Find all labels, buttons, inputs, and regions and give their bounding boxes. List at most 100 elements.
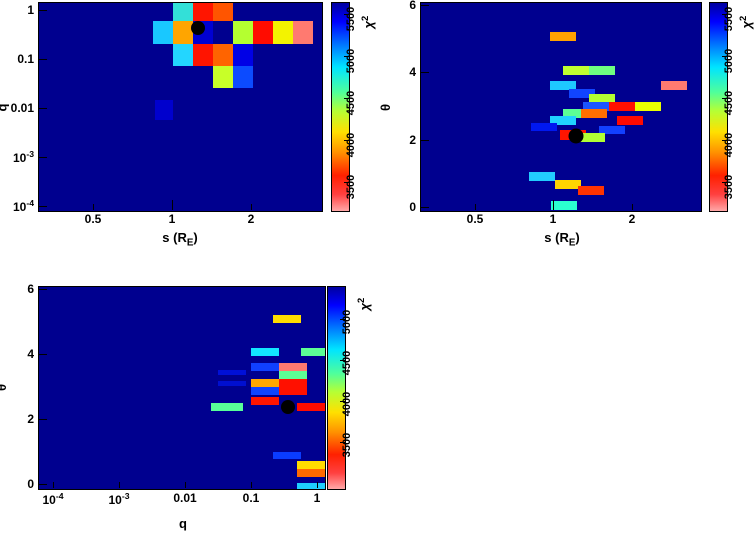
panel3-yticklabel: 0: [27, 477, 34, 491]
panel2-xtick: [553, 200, 554, 210]
panel2-plot-area[interactable]: [420, 2, 702, 212]
panel2-ytick: [420, 207, 429, 208]
panel1-colorbar-label: 5000: [345, 48, 357, 74]
panel3-xticklabel: 10-4: [42, 491, 64, 507]
panel3-ytick: [38, 354, 47, 355]
panel-q-vs-theta: 10-4 10-3 0.01 0.1 1 6 4 2 0 q θ 5000 45…: [0, 282, 380, 537]
panel1-xaxis-label: s (RE): [162, 230, 198, 249]
panel2-colorbar-title: χ2: [737, 15, 754, 29]
panel2-xaxis-label: s (RE): [544, 230, 580, 249]
panel1-yaxis-label: q: [0, 104, 9, 112]
panel1-xtick: [172, 200, 173, 210]
panel1-ytick: [38, 59, 47, 60]
panel1-plot-area[interactable]: [38, 2, 323, 212]
panel1-colorbar-label: 5500: [345, 6, 357, 32]
panel3-colorbar-tick: [340, 401, 345, 402]
panel1-colorbar-tick: [344, 182, 349, 183]
panel2-ytick: [420, 72, 429, 73]
panel3-xtick: [251, 482, 252, 488]
panel1-yticklabel: 0.1: [17, 52, 34, 66]
panel-s-vs-q: 0.5 1 2 1 0.1 0.01 10-3 10-4 s (RE) q 55…: [0, 0, 380, 260]
panel3-xtick: [53, 482, 54, 488]
panel3-xticklabel: 0.01: [173, 491, 197, 505]
panel2-ytick: [420, 5, 429, 6]
panel1-colorbar-tick: [344, 98, 349, 99]
panel2-xticklabel: 0.5: [466, 212, 484, 226]
panel2-colorbar-label: 4000: [723, 132, 735, 158]
panel2-colorbar: [709, 2, 728, 212]
panel3-colorbar-gradient: [328, 287, 345, 489]
panel2-heatmap-cells: [529, 32, 687, 210]
panel2-colorbar-label: 4500: [723, 90, 735, 116]
panel2-colorbar-tick: [722, 182, 727, 183]
panel2-ytick: [420, 140, 429, 141]
panel-s-vs-theta: 0.5 1 2 6 4 2 0 s (RE) θ 5500 5000 4500 …: [378, 0, 754, 260]
panel1-ytick: [38, 157, 47, 158]
panel1-xticklabel: 1: [168, 212, 176, 226]
panel3-xticklabel: 10-3: [108, 491, 130, 507]
panel2-xticklabel: 2: [628, 212, 636, 226]
panel3-colorbar-label: 4500: [341, 350, 353, 376]
panel3-colorbar-label: 5000: [341, 309, 353, 335]
panel3-colorbar: [327, 286, 346, 490]
panel1-colorbar-title: χ2: [359, 15, 377, 29]
panel2-xtick: [632, 204, 633, 210]
panel2-yaxis-label: θ: [378, 103, 394, 112]
panel2-colorbar-label: 3500: [723, 174, 735, 200]
panel2-yticklabel: 2: [409, 133, 416, 147]
panel3-ytick: [38, 419, 47, 420]
panel3-colorbar-label: 3500: [341, 432, 353, 458]
panel1-colorbar-tick: [344, 56, 349, 57]
panel1-colorbar-gradient: [332, 3, 349, 211]
panel3-colorbar-tick: [340, 319, 345, 320]
panel3-yaxis-label: θ: [0, 384, 9, 391]
panel1-xtick: [251, 204, 252, 210]
panel3-colorbar-tick: [340, 360, 345, 361]
panel3-yticklabel: 2: [27, 412, 34, 426]
panel2-colorbar-tick: [722, 56, 727, 57]
panel3-ytick: [38, 484, 47, 485]
panel2-colorbar-tick: [722, 140, 727, 141]
panel2-colorbar-tick: [722, 14, 727, 15]
panel1-xticklabel: 0.5: [84, 212, 102, 226]
panel1-ytick: [38, 108, 47, 109]
panel3-xticklabel: 1: [313, 491, 321, 505]
panel1-colorbar: [331, 2, 350, 212]
panel3-ytick: [38, 289, 47, 290]
panel2-yticklabel: 6: [409, 0, 416, 12]
panel1-yticklabel: 0.01: [10, 101, 34, 115]
panel1-yticklabel: 1: [27, 3, 34, 17]
panel1-colorbar-tick: [344, 14, 349, 15]
panel1-colorbar-tick: [344, 140, 349, 141]
panel2-xtick: [475, 204, 476, 210]
panel2-colorbar-gradient: [710, 3, 727, 211]
panel3-colorbar-tick: [340, 442, 345, 443]
panel1-xtick: [93, 204, 94, 210]
panel3-xtick: [185, 482, 186, 488]
panel3-xticklabel: 0.1: [242, 491, 260, 505]
panel3-xtick: [119, 482, 120, 488]
panel2-yticklabel: 4: [409, 65, 416, 79]
panel3-heatmap-cells: [211, 315, 325, 489]
panel1-ytick: [38, 206, 47, 207]
panel2-yticklabel: 0: [409, 200, 416, 214]
panel2-colorbar-label: 5500: [723, 6, 735, 32]
panel1-colorbar-label: 4000: [345, 132, 357, 158]
panel2-colorbar-tick: [722, 98, 727, 99]
panel3-yticklabel: 4: [27, 347, 34, 361]
panel1-yticklabel: 10-4: [12, 198, 34, 214]
panel3-colorbar-title: χ2: [355, 297, 373, 311]
panel2-colorbar-label: 5000: [723, 48, 735, 74]
panel1-colorbar-label: 3500: [345, 174, 357, 200]
panel3-plot-area[interactable]: [38, 286, 326, 490]
panel1-yticklabel: 10-3: [12, 149, 34, 165]
panel3-yticklabel: 6: [27, 282, 34, 296]
panel1-heatmap-cells: [153, 3, 313, 120]
panel3-xtick: [317, 482, 318, 488]
panel2-xticklabel: 1: [549, 212, 557, 226]
panel1-colorbar-label: 4500: [345, 90, 357, 116]
panel1-ytick: [38, 10, 47, 11]
panel1-xticklabel: 2: [247, 212, 255, 226]
panel3-colorbar-label: 4000: [341, 391, 353, 417]
panel3-xaxis-label: q: [179, 516, 187, 531]
